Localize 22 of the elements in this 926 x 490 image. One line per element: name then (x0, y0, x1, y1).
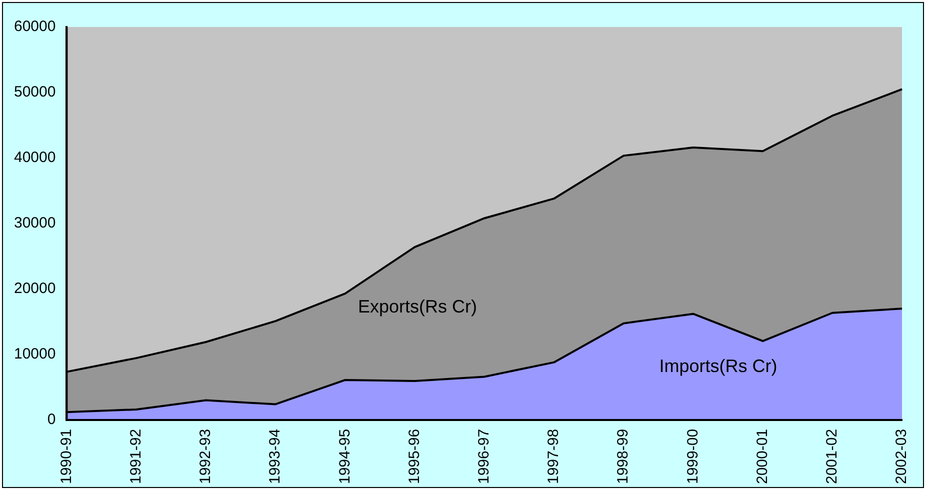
x-tick-label: 1997-98 (545, 428, 562, 484)
y-tick-label: 60000 (14, 18, 56, 36)
x-tick-label: 1999-00 (684, 428, 702, 484)
x-tick-label: 1992-93 (197, 428, 214, 484)
x-tick-label: 2000-01 (754, 428, 771, 484)
x-tick-label: 1994-95 (336, 428, 354, 484)
x-tick-label: 1998-99 (614, 428, 632, 484)
y-tick-label: 20000 (14, 280, 56, 298)
series-label: Imports(Rs Cr) (659, 356, 778, 376)
y-tick-label: 50000 (14, 84, 56, 101)
x-tick-label: 1995-96 (406, 428, 423, 484)
x-tick-label: 2002-03 (893, 428, 910, 484)
x-tick-label: 1993-94 (266, 428, 284, 484)
x-tick-label: 1990-91 (58, 428, 75, 484)
series-label: Exports(Rs Cr) (358, 296, 478, 316)
y-tick-label: 30000 (14, 214, 56, 232)
y-tick-label: 40000 (14, 149, 56, 166)
x-tick-label: 1991-92 (127, 428, 144, 484)
x-tick-label: 2001-02 (824, 428, 841, 484)
y-tick-label: 0 (47, 411, 56, 428)
x-tick-label: 1996-97 (475, 428, 492, 484)
y-tick-label: 10000 (14, 346, 56, 363)
